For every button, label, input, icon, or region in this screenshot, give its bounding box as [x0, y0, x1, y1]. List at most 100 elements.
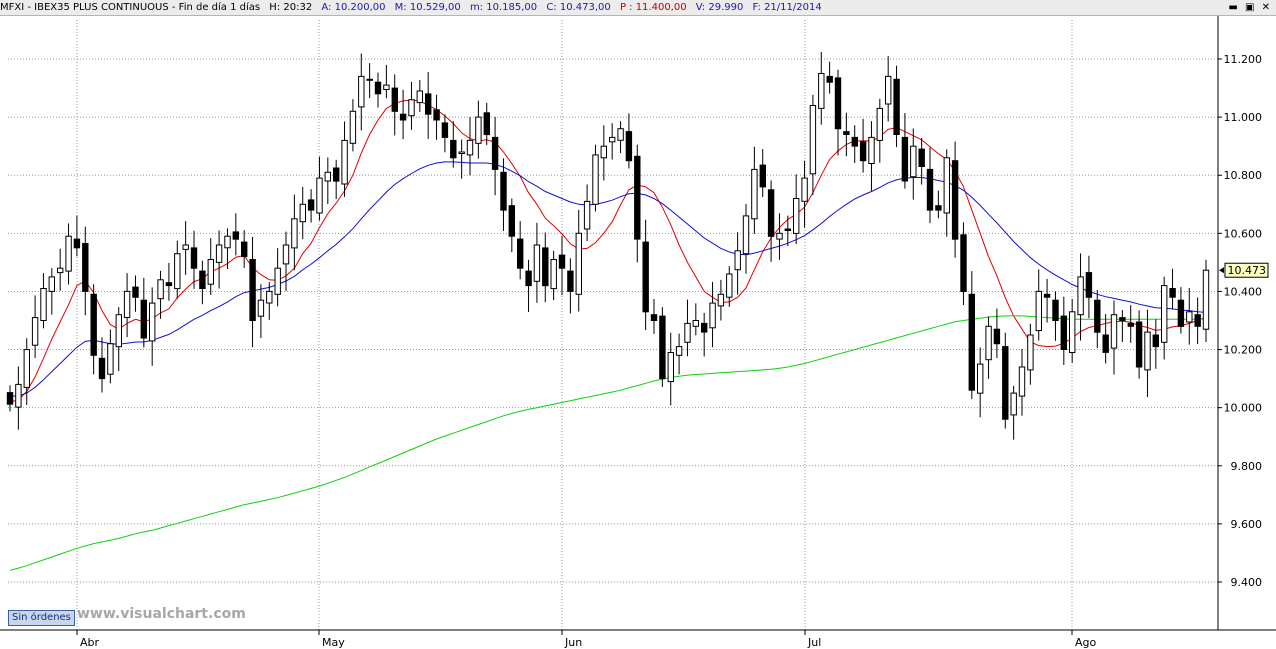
y-tick-label: 9.800	[1231, 460, 1263, 473]
candle-down	[517, 238, 524, 269]
candle-up	[977, 363, 984, 394]
candle-down	[1135, 321, 1143, 368]
candle-up	[1018, 366, 1026, 397]
candle-down	[893, 78, 900, 135]
candle-down	[826, 75, 833, 83]
candle-up	[1161, 285, 1168, 343]
candle-up	[667, 352, 674, 383]
candle-up	[910, 145, 917, 178]
candle-down	[90, 293, 97, 356]
y-tick-label: 10.400	[1224, 285, 1263, 298]
candle-down	[374, 81, 382, 95]
candle-up	[801, 177, 808, 202]
candle-down	[450, 139, 457, 159]
candle-down	[834, 77, 842, 130]
candle-down	[140, 299, 148, 339]
window-controls[interactable]: ▬ ▣ ✕	[1228, 2, 1272, 13]
candle-down	[165, 282, 173, 287]
candle-up	[1010, 392, 1017, 416]
price-chart[interactable]: 9.400 9.600 9.800 10.000 10.200 10.400 10.600 1…	[0, 16, 1276, 649]
hour-label: H: 20:32	[269, 2, 313, 13]
candle-up	[324, 171, 332, 182]
candle-down	[399, 113, 407, 121]
candle-down	[1085, 272, 1093, 298]
chart-title-bar: MFXI - IBEX35 PLUS CONTINUOUS - Fin de d…	[0, 0, 1276, 16]
candle-down	[1002, 346, 1009, 420]
candle-up	[868, 136, 875, 165]
candle-down	[190, 247, 198, 269]
candle-down	[433, 109, 440, 121]
candle-up	[1069, 311, 1076, 353]
candle-up	[583, 200, 591, 230]
candle-up	[943, 157, 950, 214]
candle-down	[968, 293, 975, 391]
candle-down	[993, 328, 1001, 345]
y-tick-label: 10.600	[1224, 227, 1263, 240]
low-label: m: 10.185,00	[469, 2, 538, 13]
candle-down	[1102, 334, 1109, 353]
candle-down	[82, 243, 89, 292]
candle-down	[951, 160, 959, 240]
candle-up	[458, 151, 465, 154]
candle-up	[107, 343, 114, 375]
candle-down	[634, 155, 641, 240]
candle-down	[441, 122, 449, 138]
candle-down	[1043, 293, 1051, 298]
candle-down	[241, 241, 248, 258]
candle-down	[1060, 315, 1067, 351]
x-tick-label: Ago	[1075, 636, 1097, 649]
candle-up	[341, 139, 348, 185]
watermark: www.visualchart.com	[77, 606, 246, 622]
candle-down	[1052, 299, 1059, 322]
candle-down	[307, 199, 315, 211]
candle-up	[65, 235, 72, 272]
candle-down	[558, 254, 566, 269]
candle-up	[408, 99, 415, 117]
candle-up	[291, 218, 298, 249]
x-tick-label: Jul	[807, 636, 821, 649]
candle-down	[491, 136, 499, 170]
volume-label: V: 29.990	[695, 2, 744, 13]
candle-up	[23, 349, 31, 388]
candle-up	[40, 288, 47, 321]
candle-down	[1169, 288, 1176, 298]
candle-up	[1027, 334, 1034, 371]
candle-down	[1177, 299, 1185, 327]
candle-down	[851, 136, 858, 147]
candle-up	[675, 346, 683, 356]
candle-down	[98, 357, 106, 380]
x-tick-label: Abr	[80, 636, 100, 649]
candle-down	[650, 314, 658, 322]
p-label: P : 11.400,00	[619, 2, 687, 13]
symbol-label: MFXI - IBEX35 PLUS CONTINUOUS - Fin de d…	[0, 2, 261, 13]
candle-up	[885, 75, 892, 105]
candle-up	[299, 203, 307, 223]
candle-up	[57, 267, 64, 274]
candle-down	[642, 241, 649, 313]
candle-up	[776, 232, 783, 240]
last-price-box	[1224, 262, 1269, 278]
candle-up	[1202, 269, 1210, 330]
candle-up	[617, 128, 624, 141]
candle-down	[1127, 322, 1134, 327]
close-label: C: 10.473,00	[546, 2, 611, 13]
candle-up	[734, 250, 741, 271]
candle-up	[349, 110, 357, 144]
candle-down	[784, 228, 791, 231]
candle-up	[475, 116, 482, 144]
y-tick-label: 9.600	[1231, 518, 1263, 531]
status-badge[interactable]: Sin órdenes	[8, 610, 75, 626]
candle-up	[366, 78, 373, 81]
candle-down	[425, 93, 432, 115]
candle-up	[215, 244, 223, 263]
candle-up	[533, 244, 541, 282]
candle-up	[876, 107, 883, 141]
candle-up	[742, 215, 750, 255]
candle-up	[257, 299, 265, 317]
candle-up	[266, 290, 273, 304]
candle-up	[149, 302, 156, 342]
candle-down	[901, 136, 909, 182]
candle-down	[199, 270, 206, 290]
candle-up	[985, 325, 992, 361]
candle-down	[843, 131, 850, 135]
